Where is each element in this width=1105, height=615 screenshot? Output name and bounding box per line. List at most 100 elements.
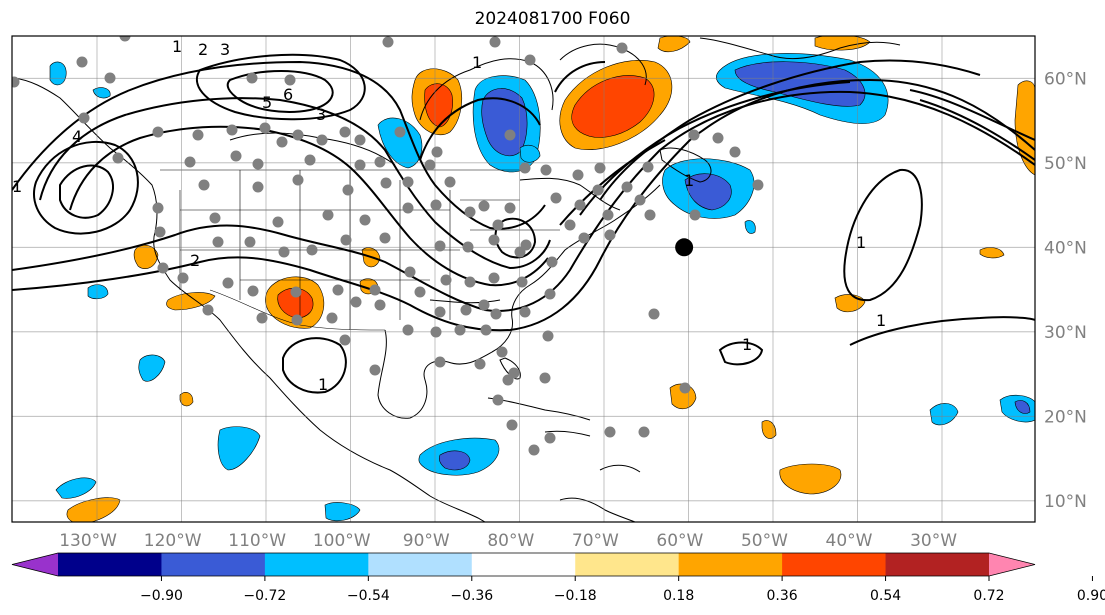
colorbar-tick-label: 0.90 — [1077, 588, 1105, 604]
station-dot — [514, 246, 526, 258]
contour-label: 1 — [318, 375, 328, 394]
station-dot — [104, 72, 116, 84]
station-dot — [594, 162, 606, 174]
colorbar-segment — [58, 553, 162, 576]
station-dot — [474, 358, 486, 370]
station-dot — [278, 246, 290, 258]
station-dot — [528, 444, 540, 456]
station-dot — [252, 181, 264, 193]
colorbar-tick-label: −0.18 — [554, 588, 597, 604]
contour-label: 2 — [190, 251, 200, 270]
colorbar-tick-label: 0.36 — [767, 588, 798, 604]
station-dot — [592, 184, 604, 196]
station-dot — [616, 42, 628, 54]
station-dot — [729, 146, 741, 158]
station-dot — [546, 256, 558, 268]
station-dot — [431, 146, 443, 158]
colorbar-segment — [161, 553, 266, 576]
contour-labels: 1 2 3 4 5 6 1 2 3 1 1 1 1 1 1 — [12, 37, 886, 394]
contour-label: 4 — [72, 127, 82, 146]
map-frame — [11, 35, 1036, 523]
station-dot — [374, 299, 386, 311]
station-dot — [354, 159, 366, 171]
contour-label: 1 — [684, 171, 694, 190]
station-dot — [464, 276, 476, 288]
contour-label: 6 — [283, 85, 293, 104]
colorbar-extend-high — [989, 553, 1035, 576]
station-dot — [550, 192, 562, 204]
longitude-tick-label: 40°W — [826, 531, 873, 551]
station-dot — [119, 36, 131, 42]
station-dot — [290, 286, 302, 298]
station-dot — [272, 216, 284, 228]
station-dot — [292, 129, 304, 141]
station-dot — [492, 219, 504, 231]
station-dot — [402, 176, 414, 188]
longitude-tick-label: 110°W — [228, 531, 286, 551]
latitude-tick-label: 60°N — [1044, 69, 1087, 89]
station-dot — [542, 330, 554, 342]
contour-label: 1 — [172, 37, 182, 56]
station-dot — [304, 154, 316, 166]
anomaly-fill — [49, 36, 1035, 522]
station-dot — [440, 274, 452, 286]
station-dot — [359, 214, 371, 226]
longitude-tick-label: 30°W — [910, 531, 957, 551]
station-dot — [76, 56, 88, 68]
colorbar-tick-label: 0.54 — [870, 588, 901, 604]
station-dot — [462, 241, 474, 253]
longitude-tick-label: 130°W — [59, 531, 117, 551]
station-dot — [246, 72, 258, 84]
contour-label: 1 — [876, 311, 886, 330]
station-dot — [198, 179, 210, 191]
station-dot — [402, 324, 414, 336]
station-dot — [414, 286, 426, 298]
station-dot — [444, 176, 456, 188]
longitude-tick-label: 90°W — [403, 531, 450, 551]
station-dot — [688, 129, 700, 141]
station-dot — [524, 54, 536, 66]
station-dot — [244, 236, 256, 248]
station-dot — [539, 372, 551, 384]
station-dot — [342, 184, 354, 196]
station-dot — [230, 150, 242, 162]
station-dot — [226, 124, 238, 136]
colorbar-tick-label: −0.36 — [450, 588, 493, 604]
station-dot — [489, 36, 501, 48]
station-dot — [516, 276, 528, 288]
station-dot — [621, 181, 633, 193]
gridlines — [12, 36, 1035, 522]
station-dots — [12, 36, 764, 456]
station-dot — [284, 74, 296, 86]
station-dot — [490, 308, 502, 320]
longitude-tick-label: 100°W — [313, 531, 371, 551]
station-dot — [460, 304, 472, 316]
longitude-tick-label: 80°W — [487, 531, 534, 551]
station-dot — [424, 159, 436, 171]
station-dot — [519, 306, 531, 318]
longitude-tick-label: 120°W — [144, 531, 202, 551]
station-dot — [634, 194, 646, 206]
station-dot — [502, 374, 514, 386]
station-dot — [430, 199, 442, 211]
station-dot — [572, 169, 584, 181]
station-dot — [604, 426, 616, 438]
colorbar-tick-label: −0.72 — [243, 588, 286, 604]
political-borders — [160, 169, 560, 331]
station-dot — [380, 177, 392, 189]
station-dot — [712, 132, 724, 144]
station-dot — [434, 240, 446, 252]
station-dot — [506, 419, 518, 431]
station-dot — [519, 162, 531, 174]
station-dot — [212, 236, 224, 248]
latitude-tick-label: 30°N — [1044, 323, 1087, 343]
station-dot — [492, 394, 504, 406]
colorbar-tick-label: −0.54 — [347, 588, 390, 604]
colorbar-segment — [471, 553, 576, 576]
station-dot — [332, 284, 344, 296]
station-dot — [292, 174, 304, 186]
station-dot — [689, 209, 701, 221]
colorbar-tick-label: −0.90 — [140, 588, 183, 604]
station-dot — [454, 324, 466, 336]
station-dot — [78, 112, 90, 124]
